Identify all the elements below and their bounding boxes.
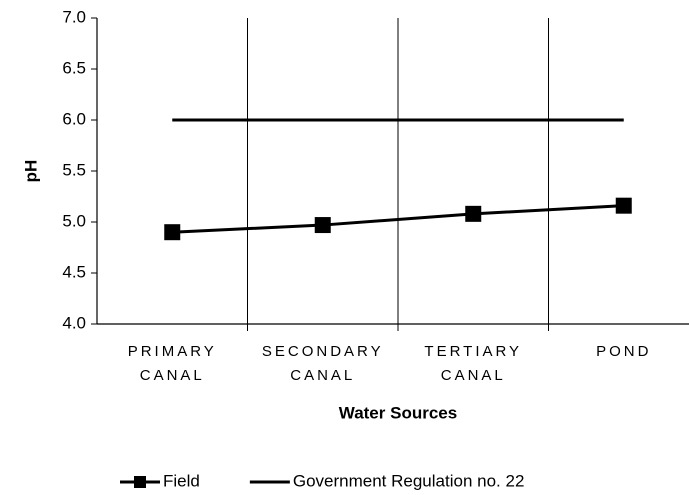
x-tick-label-line: CANAL bbox=[441, 367, 506, 384]
x-tick-label: TERTIARY CANAL bbox=[424, 343, 522, 384]
x-tick-label-line: POND bbox=[596, 343, 651, 360]
x-tick-label-line: TERTIARY bbox=[424, 343, 522, 360]
legend-label: Field bbox=[163, 471, 200, 490]
y-tick-label: 5.0 bbox=[62, 211, 86, 230]
x-axis-label: Water Sources bbox=[339, 403, 457, 422]
y-tick-label: 4.5 bbox=[62, 262, 86, 281]
marker bbox=[314, 217, 331, 234]
y-tick-label: 6.0 bbox=[62, 109, 86, 128]
marker bbox=[465, 205, 482, 222]
x-tick-label: SECONDARY CANAL bbox=[262, 343, 384, 384]
marker bbox=[164, 224, 181, 241]
x-tick-label-line: SECONDARY bbox=[262, 343, 384, 360]
y-tick-label: 7.0 bbox=[62, 7, 86, 26]
y-axis-label: pH bbox=[21, 160, 40, 183]
x-tick-label: POND bbox=[596, 343, 651, 360]
x-tick-label-line: PRIMARY bbox=[128, 343, 217, 360]
x-tick-label-line: CANAL bbox=[290, 367, 355, 384]
x-tick-label-line: CANAL bbox=[140, 367, 205, 384]
y-tick-label: 6.5 bbox=[62, 58, 86, 77]
y-tick-label: 4.0 bbox=[62, 313, 86, 332]
x-tick-label: PRIMARY CANAL bbox=[128, 343, 217, 384]
legend-label: Government Regulation no. 22 bbox=[293, 471, 525, 490]
series-line bbox=[172, 204, 624, 234]
legend-marker bbox=[134, 476, 146, 488]
y-tick-label: 5.5 bbox=[62, 160, 86, 179]
marker bbox=[615, 197, 632, 214]
